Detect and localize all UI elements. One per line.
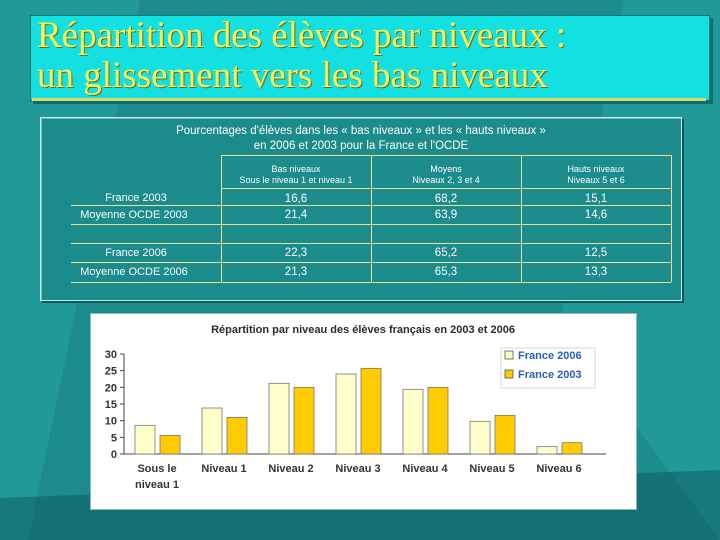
x-tick-label: Niveau 5: [469, 463, 514, 475]
y-tick-label: 10: [105, 416, 117, 428]
table-rule: [371, 155, 372, 282]
table-cell: 65,2: [434, 247, 458, 259]
bar-2006: [402, 388, 424, 455]
y-tick-label: 30: [105, 349, 117, 361]
x-tick-label: Niveau 3: [335, 463, 380, 475]
table-cell: 13,3: [584, 266, 608, 278]
table-cell: 65,3: [434, 266, 458, 278]
legend-label: France 2003: [518, 369, 582, 381]
table-title-line-2: en 2006 et 2003 pour la France et l'OCDE: [253, 140, 469, 152]
table-cell: 21,4: [284, 209, 308, 221]
table-cell: 22,3: [284, 247, 308, 259]
table-rule: [221, 155, 671, 156]
row-label: France 2006: [105, 247, 167, 259]
legend-swatch: [504, 369, 514, 379]
header-mid-levels-line-1: Moyens: [430, 164, 462, 174]
bar-2003: [226, 416, 248, 455]
table-rule: [71, 282, 671, 283]
header-low-levels: Bas niveaux Sous le niveau 1 et niveau 1: [221, 164, 371, 186]
header-high-levels-line-1: Hauts niveaux: [567, 164, 625, 174]
slide-title-line-2: un glissement vers les bas niveaux: [37, 55, 548, 96]
bar-chart: Répartition par niveau des élèves frança…: [105, 324, 606, 491]
header-high-levels-line-2: Niveaux 5 et 6: [567, 175, 625, 185]
table-cell: 14,6: [584, 209, 608, 221]
bar-2003: [360, 367, 382, 455]
chart-title: Répartition par niveau des élèves frança…: [211, 324, 515, 336]
header-mid-levels-line-2: Niveaux 2, 3 et 4: [412, 175, 480, 185]
chart-panel: Répartition par niveau des élèves frança…: [90, 313, 637, 510]
legend-box: [500, 347, 596, 389]
header-high-levels: Hauts niveaux Niveaux 5 et 6: [521, 164, 671, 186]
row-label: Moyenne OCDE 2006: [80, 266, 188, 278]
y-tick-label: 5: [111, 432, 117, 444]
bar-2003: [293, 386, 315, 455]
bar-2006: [268, 382, 290, 455]
bar-2003: [427, 386, 449, 455]
y-tick-label: 15: [105, 399, 117, 411]
table-panel: Pourcentages d'élèves dans les « bas niv…: [40, 117, 682, 301]
title-underline: [32, 98, 706, 101]
x-tick-label: Niveau 1: [201, 463, 246, 475]
header-low-levels-line-2: Sous le niveau 1 et niveau 1: [239, 175, 353, 185]
x-tick-label: Niveau 6: [536, 463, 581, 475]
slide-title-line-1: Répartition des élèves par niveaux :: [37, 15, 567, 56]
legend-swatch: [504, 350, 514, 360]
header-low-levels-line-1: Bas niveaux: [271, 164, 321, 174]
slide-title-box: Répartition des élèves par niveaux : un …: [30, 15, 710, 101]
table-rule: [521, 155, 522, 282]
y-tick-label: 20: [105, 382, 117, 394]
y-tick-label: 25: [105, 366, 117, 378]
x-tick-label: Sous le: [137, 463, 176, 475]
table-cell: 15,1: [584, 193, 608, 205]
table-rule: [221, 155, 222, 282]
bar-2006: [335, 373, 357, 455]
row-label: Moyenne OCDE 2003: [80, 209, 188, 221]
bar-2003: [159, 434, 181, 455]
table-title-line-1: Pourcentages d'élèves dans les « bas niv…: [176, 125, 546, 137]
bar-2003: [494, 414, 516, 455]
x-tick-label: Niveau 2: [268, 463, 313, 475]
x-tick-label: niveau 1: [135, 479, 179, 491]
y-tick-label: 0: [111, 449, 117, 461]
bar-2006: [201, 407, 223, 455]
table-rule: [221, 188, 671, 189]
table-cell: 16,6: [284, 193, 308, 205]
bar-2006: [536, 446, 558, 455]
bar-2006: [134, 424, 156, 455]
table-cell: 63,9: [434, 209, 458, 221]
row-label: France 2003: [105, 192, 167, 204]
table-cell: 21,3: [284, 266, 308, 278]
header-mid-levels: Moyens Niveaux 2, 3 et 4: [371, 164, 521, 186]
legend-label: France 2006: [518, 350, 582, 362]
bar-2003: [561, 442, 583, 455]
bar-2006: [469, 420, 491, 455]
table-rule: [671, 155, 672, 282]
table-cell: 68,2: [434, 193, 458, 205]
table-cell: 12,5: [584, 247, 608, 259]
x-tick-label: Niveau 4: [402, 463, 448, 475]
